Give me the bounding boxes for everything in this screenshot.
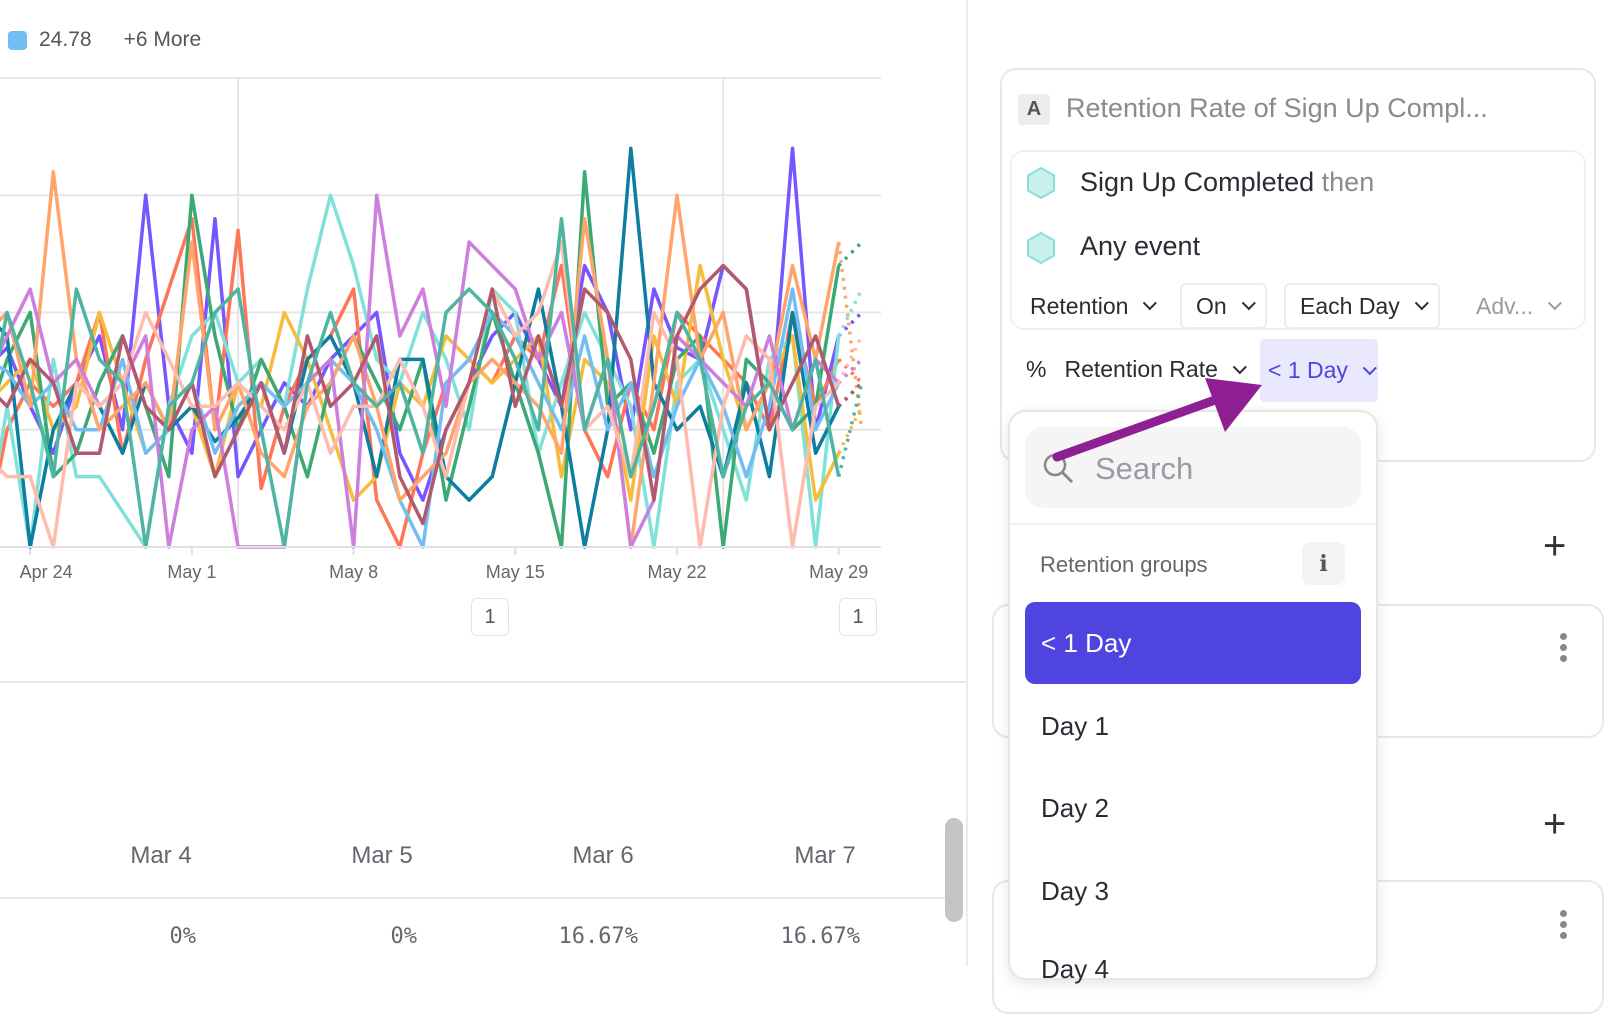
- option-day-3[interactable]: Day 3: [1041, 875, 1109, 906]
- advanced-dropdown[interactable]: Adv...: [1460, 283, 1573, 329]
- dropdown-label: < 1 Day: [1268, 357, 1348, 383]
- series-partial-segment-4: [837, 240, 864, 267]
- section-title: Retention groups: [1040, 552, 1208, 577]
- more-legend-button[interactable]: +6 More: [123, 28, 202, 51]
- divider: [0, 681, 966, 683]
- series-partial-segment-1: [837, 358, 864, 385]
- legend-swatch: [8, 30, 27, 50]
- x-tick-label: Apr 24: [19, 562, 73, 582]
- chevron-down-icon: [1143, 296, 1158, 311]
- percent-icon: %: [1026, 356, 1047, 382]
- series-partial-segment-7: [836, 241, 864, 430]
- series-line-5: [0, 146, 841, 549]
- search-icon: [1043, 453, 1074, 484]
- x-tick-label: May 1: [167, 562, 217, 582]
- table-header: Mar 7: [794, 842, 856, 869]
- divider: [1010, 523, 1376, 525]
- table-header: Mar 4: [130, 842, 192, 869]
- scrollbar[interactable]: [945, 818, 963, 922]
- divider: [0, 897, 948, 899]
- more-options-icon[interactable]: [1560, 633, 1568, 662]
- x-tick-label: May 22: [647, 562, 707, 582]
- dropdown-label: Each Day: [1300, 292, 1400, 319]
- metric-title[interactable]: Retention Rate of Sign Up Compl...: [1066, 93, 1488, 123]
- dropdown-label: Adv...: [1476, 292, 1534, 319]
- series-line-9: [0, 240, 840, 549]
- option-less-than-1-day[interactable]: < 1 Day: [1025, 602, 1361, 684]
- series-line-10: [0, 263, 841, 526]
- event-hexagon-icon: [1027, 167, 1055, 199]
- info-icon[interactable]: i: [1302, 542, 1345, 585]
- option-day-1[interactable]: Day 1: [1041, 710, 1109, 741]
- x-tick-label: May 8: [329, 562, 379, 582]
- retention-mode-dropdown[interactable]: On: [1180, 283, 1267, 329]
- search-placeholder: Search: [1095, 451, 1194, 486]
- metric-badge: A: [1018, 94, 1050, 125]
- add-icon[interactable]: +: [1543, 802, 1567, 846]
- chevron-down-icon: [1414, 296, 1429, 311]
- measure-row: % Retention Rate: [1026, 356, 1247, 383]
- x-tick-label: May 15: [485, 562, 545, 582]
- chevron-down-icon: [1362, 360, 1377, 375]
- series-partial-segment-10: [837, 381, 864, 408]
- measure-dropdown[interactable]: Retention Rate: [1064, 356, 1218, 382]
- dropdown-label: Retention: [1030, 292, 1129, 319]
- table-header: Mar 6: [572, 842, 634, 869]
- event-hexagon-icon: [1027, 232, 1055, 264]
- table-cell: 0%: [390, 924, 418, 949]
- period-dropdown[interactable]: Each Day: [1284, 283, 1440, 329]
- more-options-icon[interactable]: [1560, 910, 1568, 939]
- events-box: [1010, 150, 1586, 330]
- event-first[interactable]: Sign Up Completed then: [1080, 167, 1374, 198]
- series-line-11: [0, 216, 841, 549]
- table-header: Mar 5: [351, 842, 413, 869]
- chevron-down-icon: [1241, 296, 1256, 311]
- series-partial-segment-8: [837, 358, 864, 385]
- table-cell: 16.67%: [558, 924, 638, 949]
- retention-type-dropdown[interactable]: Retention: [1014, 283, 1168, 329]
- option-day-2[interactable]: Day 2: [1041, 792, 1109, 823]
- line-chart: [0, 77, 881, 555]
- event-name: Sign Up Completed: [1080, 167, 1315, 197]
- event-second[interactable]: Any event: [1080, 231, 1201, 261]
- table-cell: 0%: [169, 924, 197, 949]
- add-icon[interactable]: +: [1543, 524, 1567, 568]
- page-marker[interactable]: 1: [839, 598, 877, 636]
- chevron-down-icon: [1547, 296, 1563, 311]
- retention-bucket-dropdown[interactable]: < 1 Day: [1260, 339, 1378, 402]
- table-cell: 16.67%: [780, 924, 860, 949]
- page-marker[interactable]: 1: [471, 598, 509, 636]
- x-tick-label: May 29: [809, 562, 869, 582]
- series-partial-segment-0: [837, 311, 864, 338]
- option-day-4[interactable]: Day 4: [1041, 953, 1109, 984]
- legend-value[interactable]: 24.78: [39, 28, 92, 51]
- event-connector: then: [1321, 167, 1375, 197]
- legend: 24.78 +6 More: [8, 28, 201, 52]
- dropdown-label: On: [1196, 292, 1227, 319]
- panel-divider: [966, 0, 968, 966]
